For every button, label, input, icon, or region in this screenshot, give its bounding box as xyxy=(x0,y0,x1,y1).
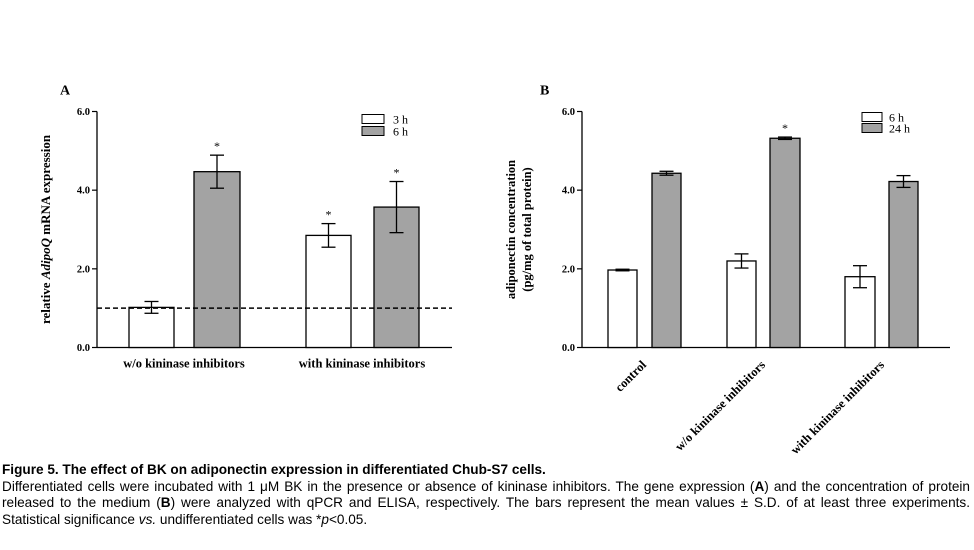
panel-b-y-tick-label: 0.0 xyxy=(562,343,575,354)
panel-b-legend-swatch-6h xyxy=(861,112,883,122)
panel-a-significance-marker: * xyxy=(326,208,332,222)
panel-b-y-tick-label: 2.0 xyxy=(562,264,575,275)
panel-b-y-axis-label-line2: (pg/mg of total protein) xyxy=(520,167,534,291)
panel-a-category-label: w/o kininase inhibitors xyxy=(123,357,245,371)
panel-a-legend-swatch-6h xyxy=(361,126,385,136)
panel-a-legend-label-6h: 6 h xyxy=(393,125,408,139)
panel-b-label: B xyxy=(540,84,549,99)
figure-caption: Figure 5. The effect of BK on adiponecti… xyxy=(2,462,970,528)
panel-a-chart: A relative AdipoQ mRNA expression 3 h 6 … xyxy=(38,84,452,371)
panel-b-bar xyxy=(769,137,801,349)
panel-b-legend-swatch-24h xyxy=(861,123,883,133)
panel-a-y-tick-label: 0.0 xyxy=(77,343,90,354)
panel-a-y-axis-label: relative AdipoQ mRNA expression xyxy=(38,134,53,324)
panel-a-bar xyxy=(193,171,241,349)
panel-b-y-axis-label-line1: adiponectin concentration xyxy=(504,160,518,299)
panel-b-chart: B adiponectin concentration (pg/mg of to… xyxy=(504,84,950,457)
panel-a-significance-marker: * xyxy=(214,139,220,153)
panel-a-label: A xyxy=(60,84,71,99)
panel-b-bar xyxy=(651,172,682,349)
panel-b-bar xyxy=(726,260,757,349)
panel-b-legend-label-6h: 6 h xyxy=(889,111,904,125)
panel-a-y-tick-label: 4.0 xyxy=(77,186,90,197)
panel-a-legend-swatch-3h xyxy=(361,114,385,124)
panel-b-bar xyxy=(844,276,876,349)
panel-a-legend: 3 h 6 h xyxy=(361,113,408,139)
panel-b-bar xyxy=(607,269,638,349)
caption-title: Figure 5. The effect of BK on adiponecti… xyxy=(2,462,546,477)
panel-b-legend: 6 h 24 h xyxy=(861,111,910,136)
panel-a-legend-label-3h: 3 h xyxy=(393,113,408,127)
panel-a-bar xyxy=(305,234,352,349)
caption-body: Differentiated cells were incubated with… xyxy=(2,478,970,527)
panel-b-category-label: with kininase inhibitors xyxy=(788,358,887,457)
panel-b-bar xyxy=(888,180,919,349)
panel-a-y-tick-label: 6.0 xyxy=(77,107,90,118)
panel-b-category-label: w/o kininase inhibitors xyxy=(672,358,768,454)
panel-b-category-label: control xyxy=(612,357,649,394)
panel-a-y-tick-label: 2.0 xyxy=(77,264,90,275)
panel-b-legend-label-24h: 24 h xyxy=(889,122,910,136)
panel-b-significance-marker: * xyxy=(782,121,788,135)
panel-b-y-tick-label: 6.0 xyxy=(562,107,575,118)
panel-a-category-label: with kininase inhibitors xyxy=(299,357,426,371)
panel-b-y-tick-label: 4.0 xyxy=(562,186,575,197)
panel-a-significance-marker: * xyxy=(394,166,400,180)
